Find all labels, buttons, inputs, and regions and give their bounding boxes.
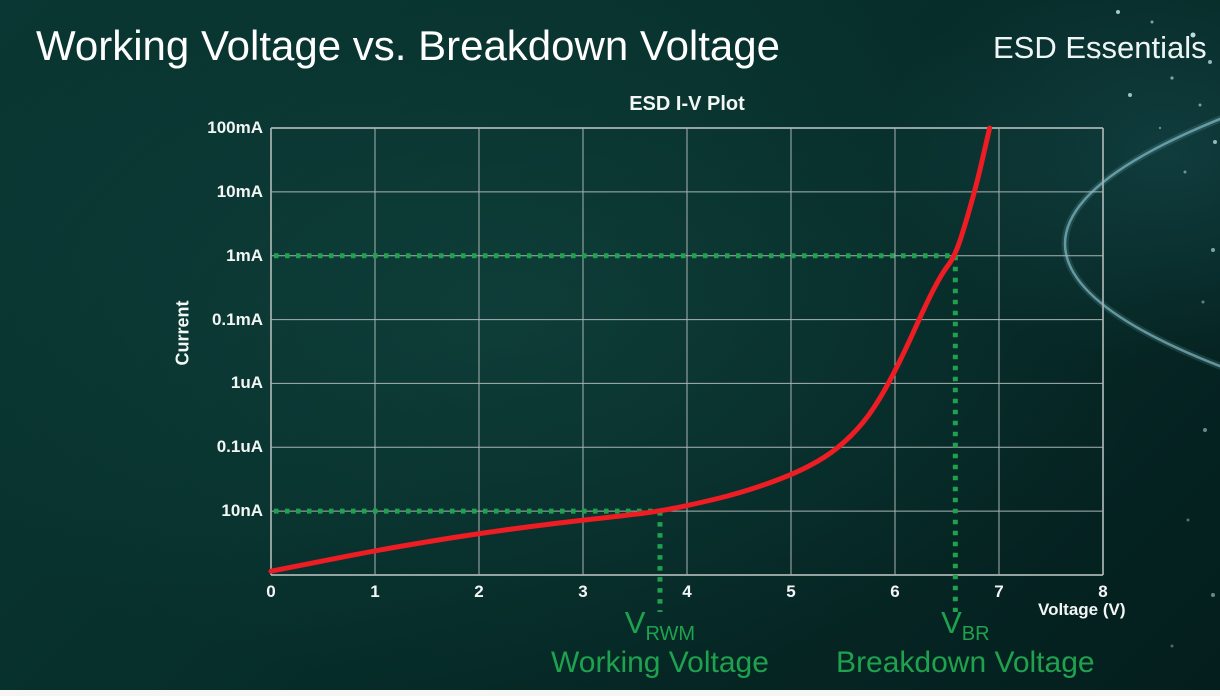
- breakdown-voltage-annotation: VBR Breakdown Voltage: [836, 605, 1095, 680]
- x-tick-label: 1: [370, 582, 380, 601]
- y-tick-label: 0.1uA: [216, 437, 263, 457]
- x-tick-label: 5: [786, 582, 796, 601]
- x-tick-label: 6: [890, 582, 900, 601]
- vrwm-description: Working Voltage: [550, 646, 769, 680]
- x-tick-label: 3: [578, 582, 588, 601]
- slide-bottom-edge: [0, 690, 1220, 696]
- y-tick-label: 10nA: [221, 501, 263, 521]
- x-axis-label: Voltage (V): [1038, 600, 1126, 619]
- slide-title: Working Voltage vs. Breakdown Voltage: [36, 22, 781, 69]
- x-tick-label: 8: [1098, 582, 1108, 601]
- brand-text: ESD Essentials: [993, 30, 1207, 65]
- vrwm-symbol: VRWM: [624, 605, 696, 646]
- x-tick-label: 0: [266, 582, 276, 601]
- x-tick-label: 7: [994, 582, 1004, 601]
- x-tick-label: 4: [682, 582, 692, 601]
- y-tick-label: 1uA: [230, 373, 263, 393]
- y-tick-label: 0.1mA: [211, 309, 263, 329]
- y-tick-label: 1mA: [226, 245, 263, 265]
- y-tick-label: 10mA: [216, 181, 263, 201]
- chart-title: ESD I-V Plot: [629, 93, 745, 115]
- x-tick-label: 2: [474, 582, 484, 601]
- y-tick-label: 100mA: [207, 118, 263, 137]
- vbr-symbol: VBR: [941, 605, 990, 646]
- vbr-description: Breakdown Voltage: [836, 646, 1095, 680]
- working-voltage-annotation: VRWM Working Voltage: [550, 605, 769, 680]
